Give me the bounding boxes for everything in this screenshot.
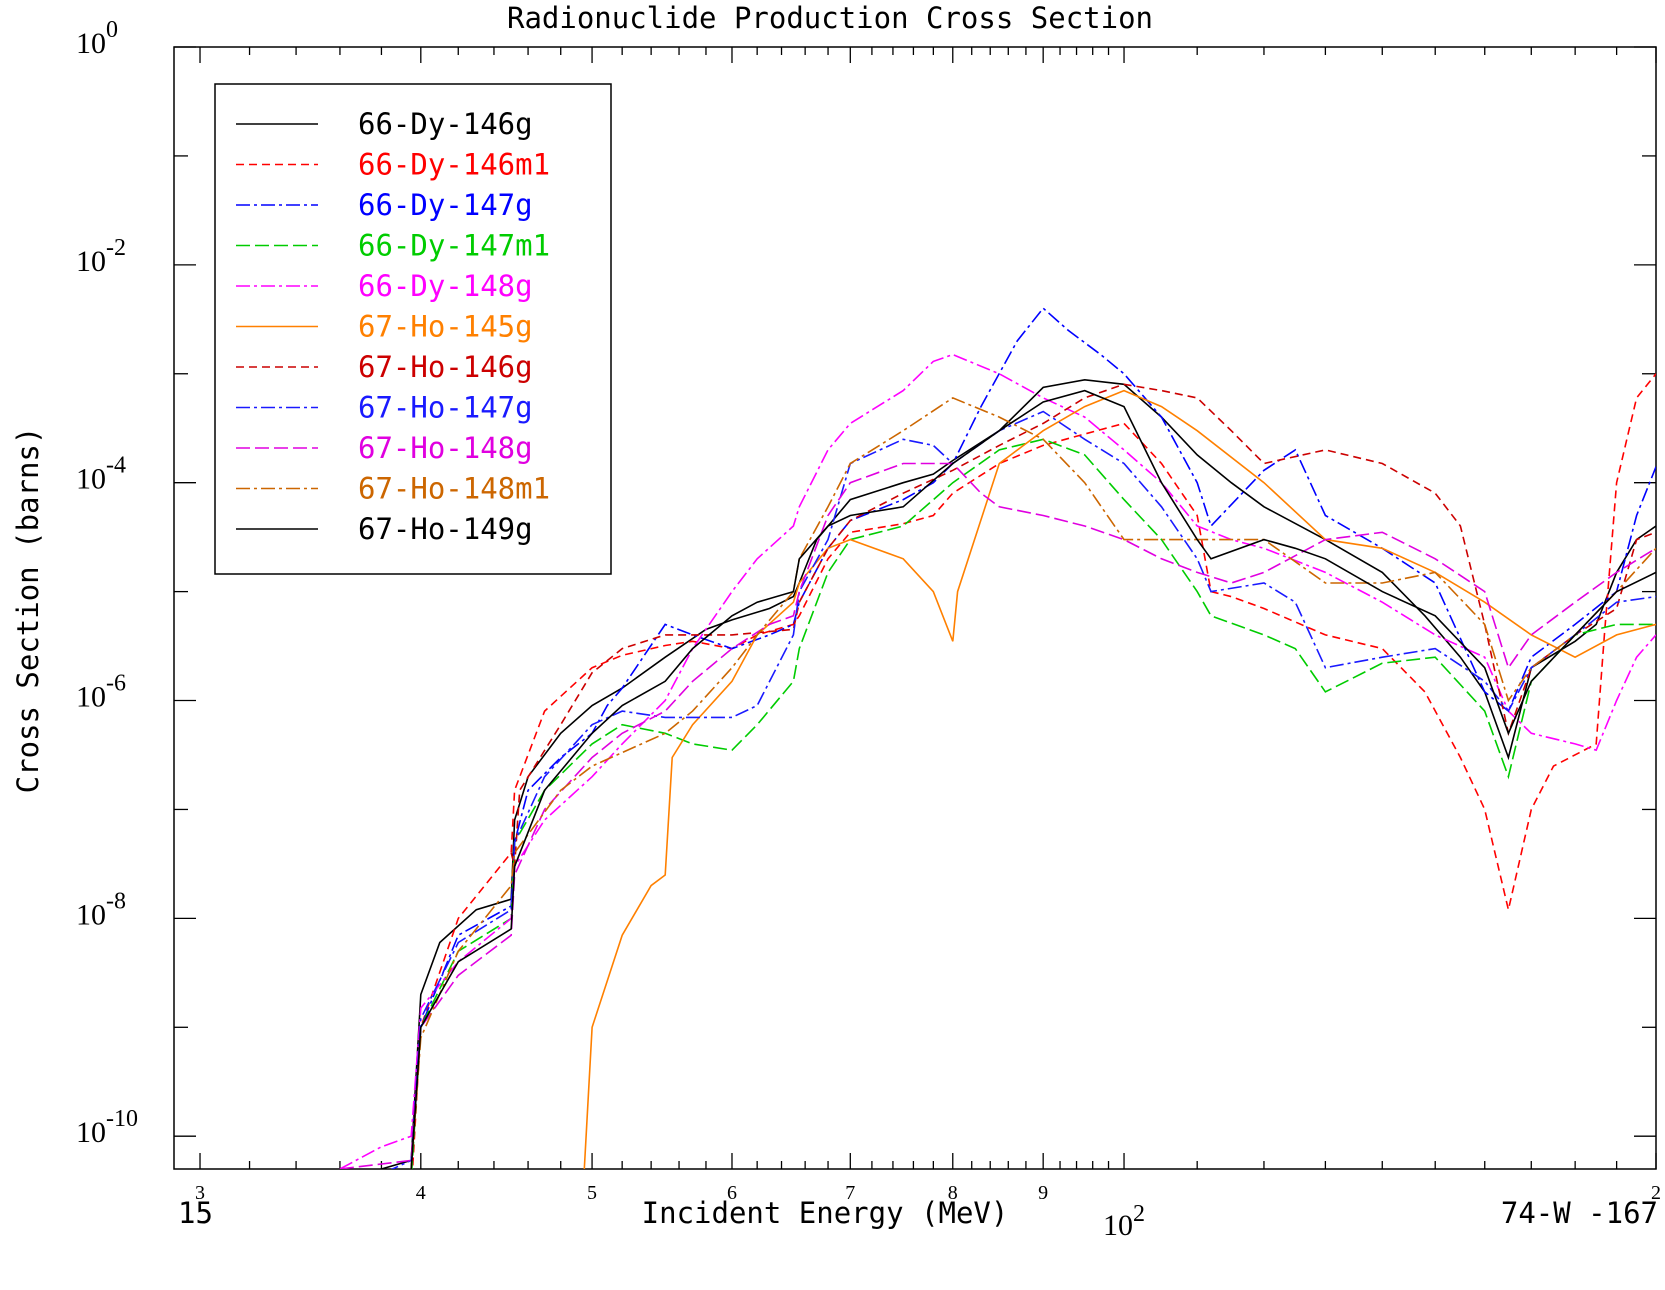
x-axis-ticks: 3 4 5 6 7 8 9 2 102: [195, 47, 1661, 1242]
x-tick-label: 9: [1038, 1182, 1048, 1204]
corner-left-label: 15: [178, 1196, 213, 1230]
series-layer: [339, 307, 1656, 1169]
x-tick-label: 5: [587, 1182, 597, 1204]
legend-label: 66-Dy-146m1: [358, 148, 550, 182]
x-tick-label: 4: [416, 1182, 426, 1204]
legend-label: 66-Dy-147m1: [358, 229, 550, 263]
series-line-66-Dy-148g: [339, 353, 1656, 1169]
y-tick-label: 10-8: [76, 888, 126, 931]
legend-label: 66-Dy-146g: [358, 107, 533, 141]
x-tick-label: 2: [1651, 1182, 1661, 1204]
x-decade-label: 102: [1103, 1201, 1145, 1242]
legend-label: 66-Dy-147g: [358, 188, 533, 222]
legend: 66-Dy-146g 66-Dy-146m1 66-Dy-147g 66-Dy-147…: [214, 83, 612, 575]
y-tick-label: 100: [76, 17, 118, 60]
x-tick-label: 7: [845, 1182, 855, 1204]
series-line-66-Dy-146m1: [411, 373, 1656, 1169]
legend-label: 67-Ho-146g: [358, 350, 533, 384]
legend-label: 67-Ho-149g: [358, 512, 533, 546]
y-tick-label: 10-6: [76, 671, 126, 714]
legend-label: 67-Ho-148g: [358, 431, 533, 465]
plot-frame: [173, 46, 1657, 1170]
series-line-67-Ho-149g: [410, 389, 1656, 1169]
x-tick-label: 6: [727, 1182, 737, 1204]
y-tick-label: 10-10: [76, 1106, 138, 1149]
x-tick-label: 3: [195, 1182, 205, 1204]
y-tick-label: 10-2: [76, 235, 126, 278]
legend-label: 66-Dy-148g: [358, 269, 533, 303]
corner-right-label: 74-W -167: [1501, 1196, 1658, 1230]
y-axis-label: Cross Section (barns): [11, 427, 45, 794]
legend-label: 67-Ho-147g: [358, 391, 533, 425]
x-tick-label: 8: [948, 1182, 958, 1204]
x-axis-label: Incident Energy (MeV): [642, 1196, 1009, 1230]
legend-label: 67-Ho-148m1: [358, 472, 550, 506]
legend-label: 67-Ho-145g: [358, 310, 533, 344]
series-line-67-Ho-145g: [583, 389, 1656, 1169]
chart-title: Radionuclide Production Cross Section: [507, 1, 1153, 35]
legend-box: [214, 83, 612, 575]
series-line-67-Ho-148m1: [409, 396, 1656, 1169]
y-tick-label: 10-4: [76, 453, 126, 496]
y-axis-ticks: 100 10-2 10-4 10-6 10-8 10-10: [76, 17, 1656, 1149]
